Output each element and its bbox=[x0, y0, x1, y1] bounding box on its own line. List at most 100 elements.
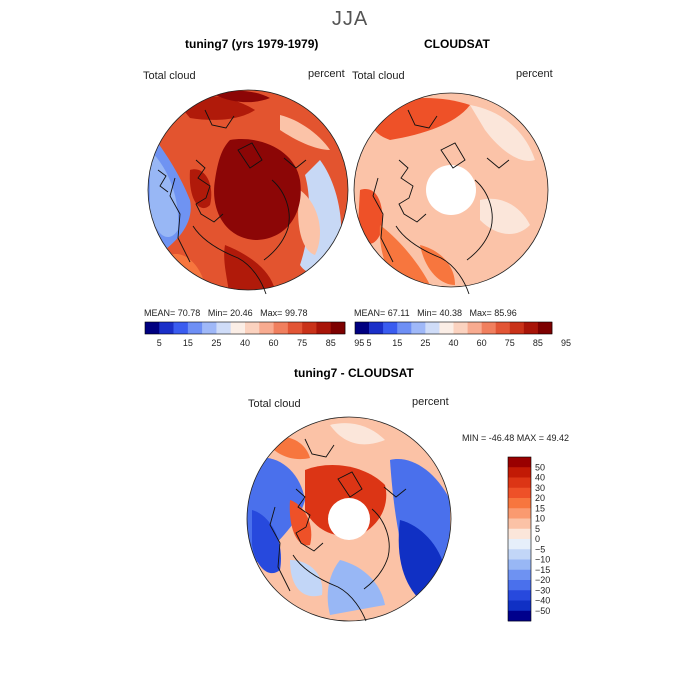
map-cloudsat bbox=[353, 92, 549, 295]
shared-colorbar: 5 15 25 40 60 75 85 95 5 15 25 40 60 75 85 95 bbox=[144, 321, 571, 348]
diff-colorbar-swatch bbox=[508, 467, 531, 478]
diff-colorbar-swatch bbox=[508, 518, 531, 530]
diff-colorbar-label: 30 bbox=[535, 483, 545, 493]
diff-colorbar-swatch bbox=[508, 559, 531, 571]
diff-colorbar-swatch bbox=[508, 549, 531, 560]
diff-colorbar-label: −5 bbox=[535, 544, 545, 554]
panel-2-colorbar-label: 5 bbox=[367, 338, 372, 348]
panel-2-colorbar-label: 75 bbox=[505, 338, 515, 348]
panel-1-max-label: Max= bbox=[260, 308, 283, 318]
diff-colorbar-label: 40 bbox=[535, 473, 545, 483]
panel-1-colorbar-label: 25 bbox=[211, 338, 221, 348]
diff-colorbar-swatch bbox=[508, 580, 531, 591]
panel-2-colorbar-swatch bbox=[523, 322, 539, 334]
map-tuning7 bbox=[147, 89, 349, 295]
diff-colorbar-label: 5 bbox=[535, 524, 540, 534]
panel-1-max-value: 99.78 bbox=[284, 308, 308, 318]
panel-2-mean-value: 67.11 bbox=[387, 308, 410, 318]
diff-colorbar-label: −20 bbox=[535, 575, 550, 585]
panel-2-units-label: percent bbox=[516, 68, 553, 80]
panel-2-colorbar-label: 15 bbox=[392, 338, 402, 348]
panel-1-min-label: Min= bbox=[207, 308, 228, 318]
panel-1-colorbar-label: 5 bbox=[157, 338, 162, 348]
panel-2-colorbar-label: 95 bbox=[561, 338, 571, 348]
panel-1-colorbar-swatch bbox=[259, 322, 274, 334]
diff-panel-units-label: percent bbox=[412, 396, 449, 408]
panel-1-min-value: 20.46 bbox=[230, 308, 253, 318]
diff-colorbar-swatch bbox=[508, 590, 531, 601]
panel-2-colorbar-swatch bbox=[369, 322, 384, 334]
panel-2-mean-label: MEAN= bbox=[354, 308, 386, 318]
panel-1-mean-label: MEAN= bbox=[144, 308, 176, 318]
panel-2-title: CLOUDSAT bbox=[424, 37, 490, 51]
diff-colorbar-swatch bbox=[508, 508, 531, 519]
panel-1-colorbar-label: 85 bbox=[326, 338, 336, 348]
diff-colorbar-label: 0 bbox=[535, 534, 540, 544]
diff-colorbar-label: −40 bbox=[535, 596, 550, 606]
panel-2-min-label: Min= bbox=[417, 308, 437, 318]
panel-2-colorbar-swatch bbox=[495, 322, 511, 334]
diff-colorbar-label: −50 bbox=[535, 606, 550, 616]
panel-1-colorbar-label: 95 bbox=[354, 338, 364, 348]
panel-1-field-label: Total cloud bbox=[143, 70, 196, 82]
diff-colorbar-swatch bbox=[508, 610, 531, 622]
diff-colorbar-swatch bbox=[508, 569, 531, 581]
panel-2-colorbar-label: 85 bbox=[533, 338, 543, 348]
diff-colorbar-label: 20 bbox=[535, 493, 545, 503]
panel-2-colorbar-swatch bbox=[481, 322, 497, 334]
diff-colorbar-frame bbox=[507, 456, 532, 622]
panel-1-colorbar-swatch bbox=[273, 322, 289, 334]
panel-1-title: tuning7 (yrs 1979-1979) bbox=[185, 37, 319, 51]
diff-panel-title: tuning7 - CLOUDSAT bbox=[294, 366, 414, 380]
panel-1-colorbar-swatch bbox=[159, 322, 174, 334]
panel-1-colorbar-swatch bbox=[230, 322, 246, 334]
panel-1-colorbar-swatch bbox=[302, 322, 317, 334]
diff-colorbar-label: −30 bbox=[535, 585, 550, 595]
diff-colorbar-swatch bbox=[508, 457, 531, 468]
panel-2-colorbar-swatch bbox=[467, 322, 482, 334]
panel-1-colorbar-swatch bbox=[145, 322, 160, 334]
panel-2-colorbar-swatch bbox=[453, 322, 468, 334]
panel-2-stats: MEAN= 67.11 Min= 40.38 Max= 85.96 bbox=[354, 308, 517, 318]
panel-1-mean-value: 70.78 bbox=[177, 308, 201, 318]
panel-2-colorbar-swatch bbox=[383, 322, 398, 334]
panel-1-colorbar-swatch bbox=[216, 322, 232, 334]
diff-colorbar-label: −15 bbox=[535, 565, 550, 575]
diff-colorbar-label: 50 bbox=[535, 462, 545, 472]
panel-1-colorbar-swatch bbox=[202, 322, 217, 334]
panel-2-colorbar-label: 40 bbox=[448, 338, 458, 348]
panel-2-colorbar-swatch bbox=[509, 322, 525, 334]
map-difference bbox=[246, 416, 452, 622]
panel-2-colorbar-frame bbox=[354, 321, 553, 335]
panel-2-colorbar-swatch bbox=[439, 322, 454, 334]
panel-1-colorbar-swatch bbox=[245, 322, 260, 334]
panel-2-max-value: 85.96 bbox=[494, 308, 517, 318]
diff-colorbar-swatch bbox=[508, 600, 531, 612]
diff-colorbar-label: −10 bbox=[535, 555, 550, 565]
panel-2-max-label: Max= bbox=[469, 308, 492, 318]
panel-1-colorbar-label: 40 bbox=[240, 338, 250, 348]
panel-2-min-value: 40.38 bbox=[439, 308, 462, 318]
panel-1-colorbar-swatch bbox=[173, 322, 189, 334]
panel-2-colorbar-swatch bbox=[397, 322, 412, 334]
panel-1-colorbar-frame bbox=[144, 321, 346, 335]
panel-1-colorbar-swatch bbox=[287, 322, 303, 334]
panel-2-colorbar-swatch bbox=[355, 322, 370, 334]
panel-2-field-label: Total cloud bbox=[352, 70, 405, 82]
panel-1-colorbar-label: 60 bbox=[269, 338, 279, 348]
diff-colorbar-label: 15 bbox=[535, 503, 545, 513]
panel-1-colorbar-swatch bbox=[330, 322, 346, 334]
panel-2-colorbar-swatch bbox=[425, 322, 440, 334]
diff-range-text: MIN = -46.48 MAX = 49.42 bbox=[462, 433, 570, 443]
diff-colorbar-swatch bbox=[508, 528, 531, 540]
panel-2-colorbar-swatch bbox=[411, 322, 426, 334]
diff-colorbar-swatch bbox=[508, 539, 531, 550]
panel-1-colorbar-label: 15 bbox=[183, 338, 193, 348]
diff-panel-field-label: Total cloud bbox=[248, 398, 301, 410]
panel-1-colorbar-swatch bbox=[316, 322, 332, 334]
diff-colorbar-label: 10 bbox=[535, 514, 545, 524]
panel-2-colorbar-label: 60 bbox=[477, 338, 487, 348]
season-title: JJA bbox=[331, 8, 369, 30]
